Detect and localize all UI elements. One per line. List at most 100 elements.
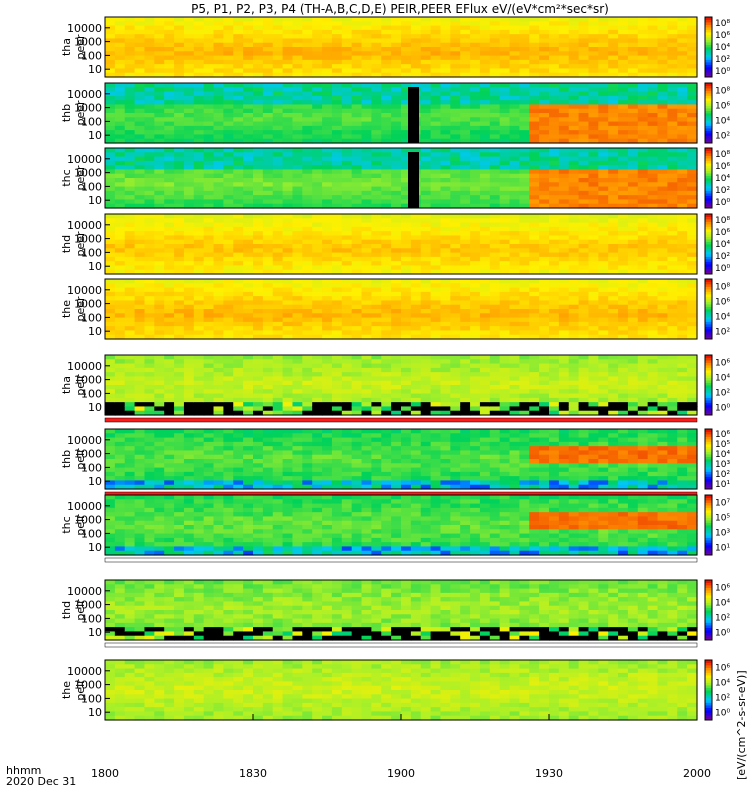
heatmap-cell [341, 134, 353, 140]
heatmap-cell [499, 121, 511, 127]
heatmap-cell [292, 389, 303, 395]
heatmap-cell [193, 304, 205, 310]
heatmap-cell [667, 226, 678, 232]
heatmap-cell [618, 72, 629, 78]
heatmap-cell [391, 372, 402, 378]
heatmap-cell [292, 152, 303, 158]
heatmap-cell [322, 226, 333, 232]
heatmap-cell [164, 130, 175, 136]
heatmap-cell [361, 117, 372, 123]
heatmap-cell [519, 214, 530, 219]
heatmap-cell [450, 59, 461, 65]
heatmap-cell [578, 34, 590, 40]
heatmap-cell [341, 309, 353, 314]
heatmap-cell [539, 203, 550, 209]
heatmap-cell [361, 186, 372, 192]
heatmap-cell [687, 287, 698, 293]
heatmap-cell [302, 321, 313, 327]
heatmap-cell [637, 182, 649, 188]
heatmap-cell [479, 17, 491, 22]
heatmap-cell [193, 376, 205, 382]
heatmap-cell [637, 95, 649, 101]
heatmap-cell [272, 165, 284, 171]
heatmap-cell [539, 38, 550, 44]
heatmap-cell [391, 317, 402, 323]
heatmap-cell [430, 182, 442, 188]
heatmap-cell [154, 59, 165, 65]
heatmap-cell [351, 269, 363, 275]
colorbar-step [705, 130, 712, 134]
heatmap-cell [302, 108, 313, 114]
heatmap-cell [489, 231, 501, 237]
heatmap-cell [539, 134, 550, 140]
heatmap-cell [203, 156, 215, 162]
heatmap-cell [341, 55, 353, 61]
heatmap-cell [687, 42, 698, 48]
heatmap-cell [460, 100, 471, 106]
heatmap-cell [174, 296, 185, 302]
heatmap-cell [637, 121, 649, 127]
heatmap-cell [164, 108, 175, 114]
colorbar-step [705, 324, 712, 327]
heatmap-cell [618, 113, 629, 118]
heatmap-cell [519, 252, 530, 258]
heatmap-cell [282, 279, 294, 284]
heatmap-cell [183, 252, 195, 258]
heatmap-cell [667, 55, 678, 61]
heatmap-cell [282, 38, 294, 44]
heatmap-cell [292, 330, 303, 336]
heatmap-cell [647, 138, 659, 144]
heatmap-cell [312, 117, 323, 123]
heatmap-cell [549, 42, 560, 48]
heatmap-cell [558, 226, 570, 232]
heatmap-cell [203, 113, 215, 118]
heatmap-cell [322, 42, 333, 48]
heatmap-cell [154, 367, 165, 373]
heatmap-cell [272, 226, 284, 232]
heatmap-cell [105, 195, 116, 201]
heatmap-cell [430, 231, 442, 237]
heatmap-cell [253, 313, 264, 319]
heatmap-cell [351, 231, 363, 237]
heatmap-cell [677, 186, 688, 192]
heatmap-cell [608, 326, 619, 332]
heatmap-cell [529, 203, 540, 209]
heatmap-cell [410, 389, 422, 395]
heatmap-cell [401, 283, 412, 289]
heatmap-cell [262, 397, 274, 403]
colorbar-frame [704, 278, 713, 340]
heatmap-cell [440, 402, 451, 408]
heatmap-cell [677, 279, 688, 284]
heatmap-cell [154, 100, 165, 106]
heatmap-cell [262, 283, 274, 289]
heatmap-cell [460, 152, 471, 158]
heatmap-cell [223, 283, 234, 289]
heatmap-cell [262, 21, 274, 27]
heatmap-cell [134, 252, 146, 258]
heatmap-cell [174, 330, 185, 336]
heatmap-cell [223, 265, 234, 271]
heatmap-cell [292, 95, 303, 101]
heatmap-cell [253, 55, 264, 61]
heatmap-cell [391, 83, 402, 88]
heatmap-cell [687, 64, 698, 70]
heatmap-cell [243, 265, 254, 271]
heatmap-cell [519, 287, 530, 293]
heatmap-cell [134, 235, 146, 241]
heatmap-cell [667, 283, 678, 289]
heatmap-cell [509, 304, 520, 310]
heatmap-cell [509, 195, 520, 201]
heatmap-cell [410, 55, 422, 61]
heatmap-cell [489, 100, 501, 106]
heatmap-cell [331, 190, 343, 196]
heatmap-cell [519, 34, 530, 40]
heatmap-cell [154, 29, 165, 35]
heatmap-cell [430, 296, 442, 302]
heatmap-cell [539, 199, 550, 205]
heatmap-cell [312, 363, 323, 369]
heatmap-cell [420, 51, 432, 57]
heatmap-cell [243, 87, 254, 93]
heatmap-cell [549, 55, 560, 61]
heatmap-cell [124, 359, 136, 365]
heatmap-cell [470, 252, 481, 258]
